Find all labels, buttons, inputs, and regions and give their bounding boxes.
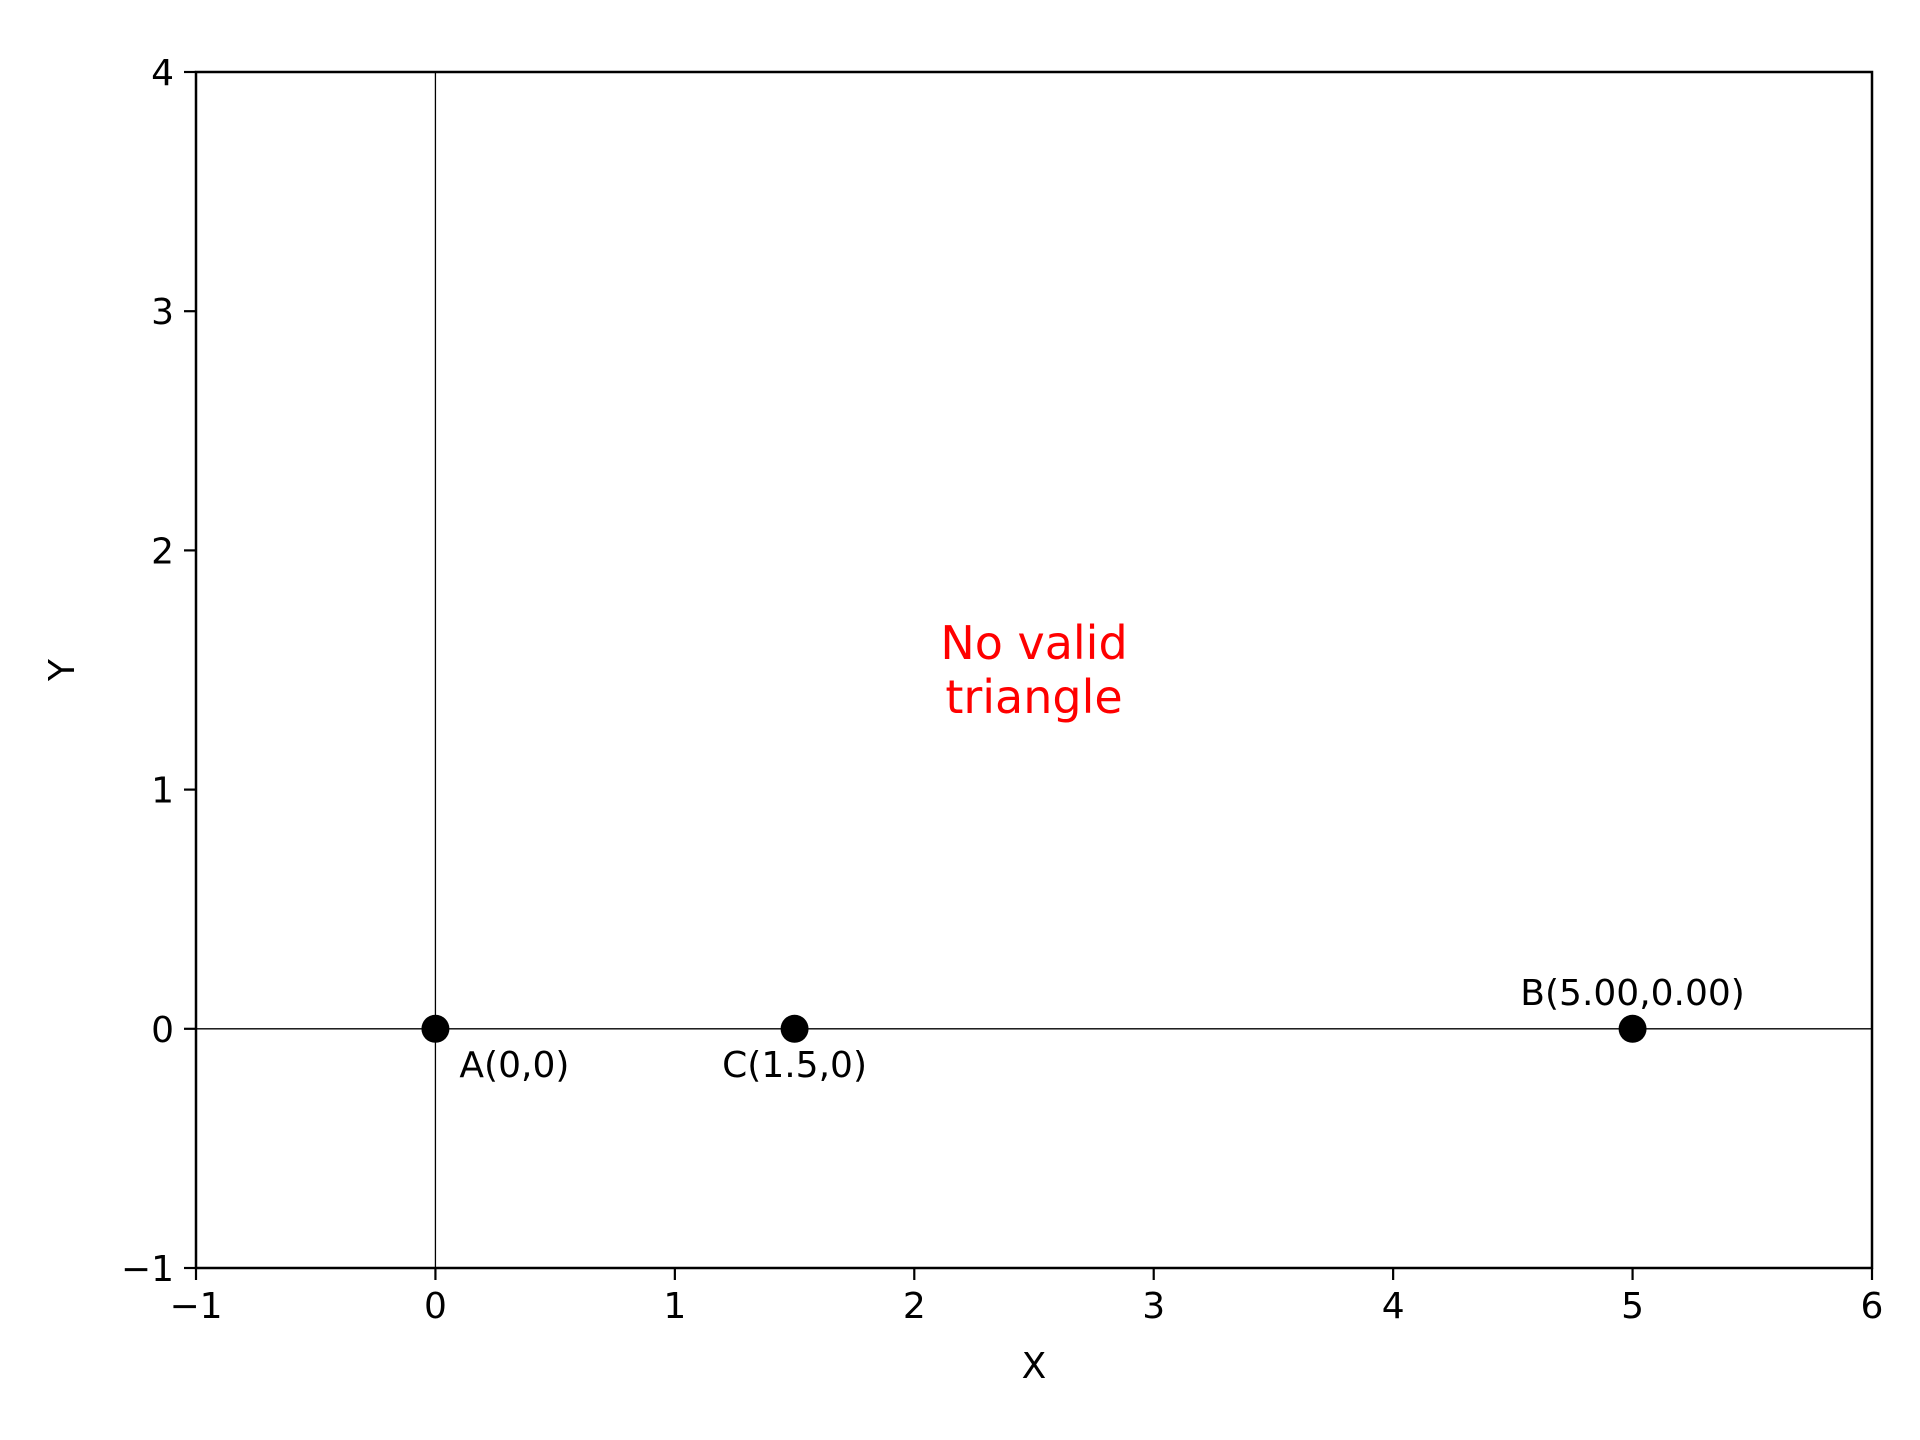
no-valid-triangle-annotation: No valid triangle [940,616,1127,724]
x-tick-label: 3 [1142,1286,1165,1327]
data-points [421,1014,1647,1043]
point-label: B(5.00,0.00) [1520,973,1745,1014]
x-tick-label: 5 [1621,1286,1644,1327]
point-label: C(1.5,0) [722,1045,867,1086]
y-tick-label: 2 [151,531,174,572]
x-tick-label: 1 [663,1286,686,1327]
x-tick-label: −1 [169,1286,222,1327]
y-tick-label: 4 [151,53,174,94]
data-point [780,1014,809,1043]
data-point [421,1014,450,1043]
y-tick-label: 0 [151,1010,174,1051]
x-tick-label: 6 [1861,1286,1884,1327]
y-tick-label: 3 [151,292,174,333]
annotation-line: No valid [940,616,1127,670]
y-axis-label: Y [42,658,83,682]
point-label: A(0,0) [459,1045,569,1086]
x-tick-label: 0 [424,1286,447,1327]
reference-lines [196,72,1872,1268]
point-labels: A(0,0) C(1.5,0) B(5.00,0.00) [459,973,1744,1086]
y-tick-label: −1 [121,1249,174,1290]
x-tick-label: 4 [1382,1286,1405,1327]
axis-ticks: −1 0 1 2 3 4 5 6 −1 0 1 2 3 4 [121,53,1884,1327]
x-tick-label: 2 [903,1286,926,1327]
plot-area-frame [194,70,1874,1270]
annotation-line: triangle [945,670,1122,724]
data-point [1618,1014,1647,1043]
y-tick-label: 1 [151,771,174,812]
x-axis-label: X [1022,1346,1047,1387]
